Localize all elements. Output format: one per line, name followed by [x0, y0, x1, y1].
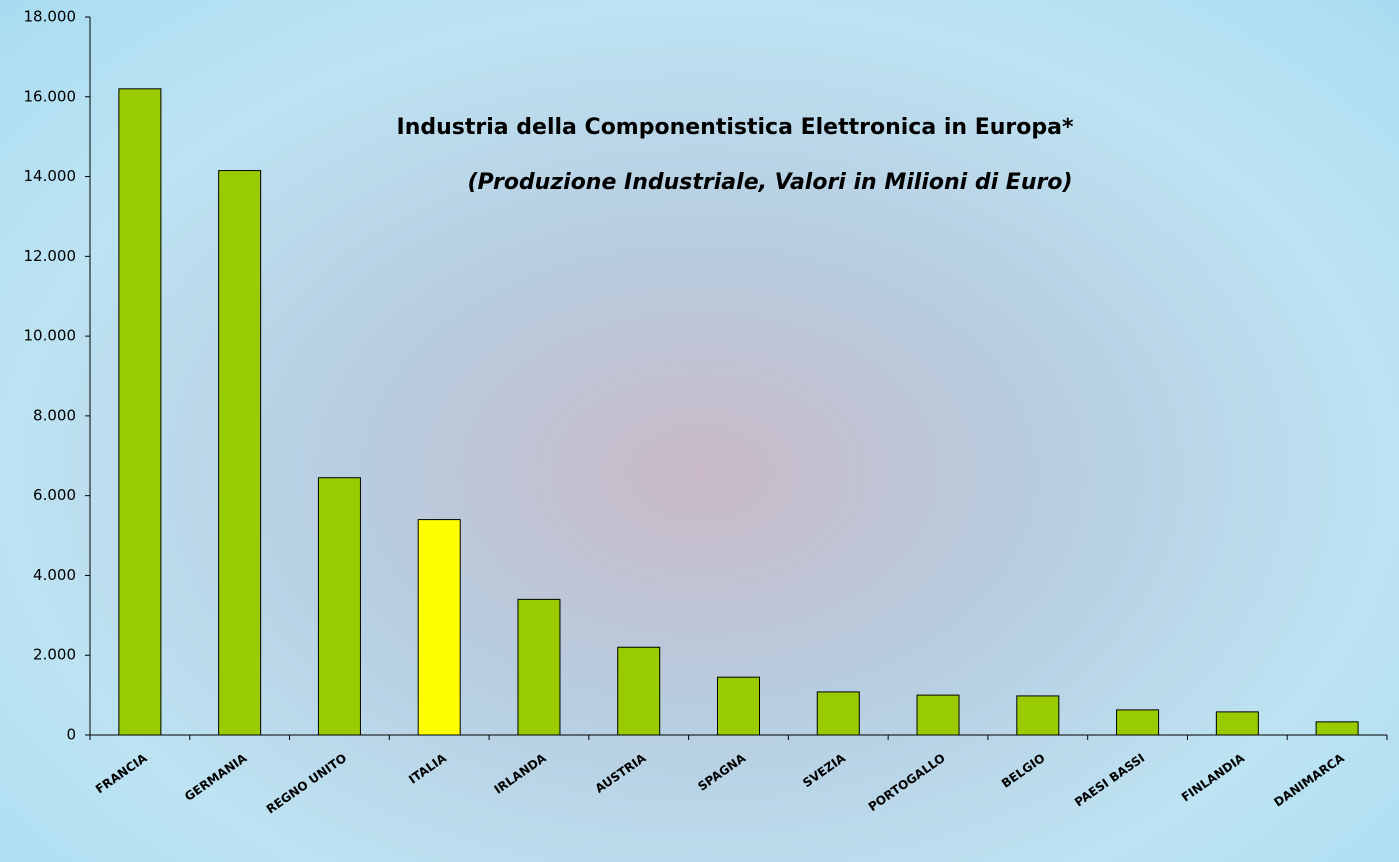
y-tick-label: 10.000 — [24, 327, 77, 345]
x-tick-label: SVEZIA — [800, 750, 848, 790]
x-tick-label: SPAGNA — [695, 750, 749, 793]
bar — [1315, 721, 1359, 736]
x-tick-label: DANIMARCA — [1271, 750, 1347, 809]
x-tick-label: AUSTRIA — [593, 750, 650, 795]
x-tick-label: PORTOGALLO — [866, 751, 948, 814]
x-tick-label: FINLANDIA — [1179, 750, 1248, 804]
bar — [1016, 695, 1060, 736]
bar — [317, 477, 361, 736]
chart-title: Industria della Componentistica Elettron… — [397, 115, 1074, 140]
x-tick-label: REGNO UNITO — [264, 751, 349, 817]
y-tick-label: 16.000 — [24, 87, 77, 105]
bar — [118, 88, 162, 736]
bar — [417, 519, 461, 736]
x-tick-label: IRLANDA — [492, 750, 550, 796]
bar — [517, 598, 561, 736]
bar — [1116, 709, 1160, 736]
x-tick-label: ITALIA — [406, 750, 449, 786]
x-tick-label: BELGIO — [999, 751, 1048, 791]
y-tick-label: 14.000 — [24, 167, 77, 185]
bar — [717, 676, 760, 736]
y-tick-label: 2.000 — [33, 646, 76, 664]
bar — [816, 691, 860, 736]
bar — [218, 170, 262, 736]
y-tick-label: 6.000 — [33, 486, 76, 504]
chart-subtitle: (Produzione Industriale, Valori in Milio… — [467, 170, 1072, 195]
x-tick-label: PAESI BASSI — [1072, 751, 1147, 810]
bar — [916, 694, 960, 736]
y-tick-label: 0 — [66, 726, 76, 744]
y-tick-label: 4.000 — [33, 566, 76, 584]
y-tick-label: 8.000 — [33, 406, 76, 424]
bar — [617, 646, 661, 736]
x-tick-label: FRANCIA — [93, 750, 150, 796]
y-tick-label: 18.000 — [24, 8, 77, 26]
x-tick-label: GERMANIA — [182, 750, 250, 803]
bar — [1215, 711, 1259, 736]
y-tick-label: 12.000 — [24, 247, 77, 265]
